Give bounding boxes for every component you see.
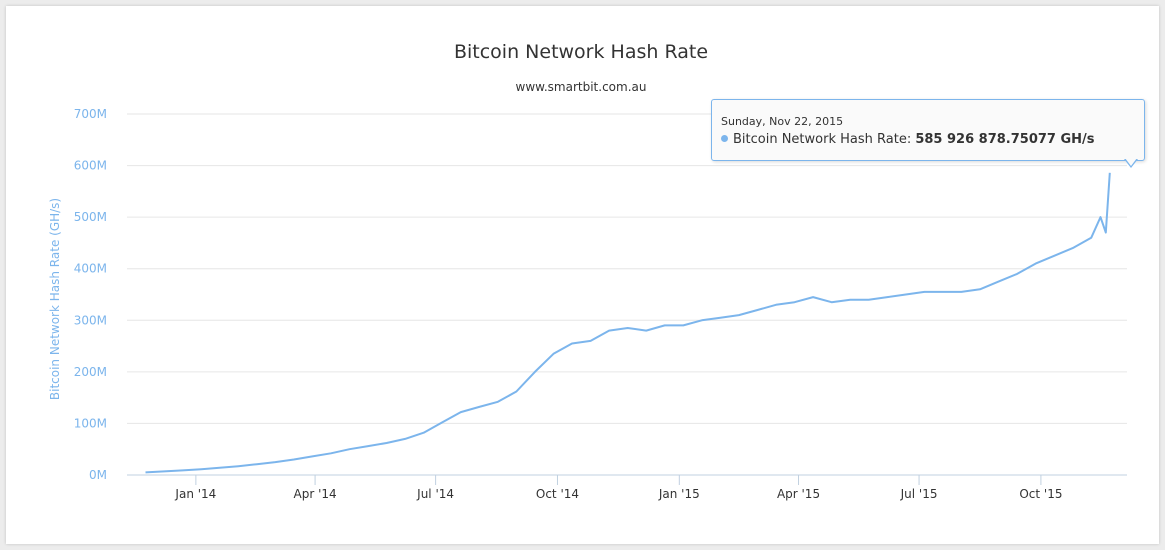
tooltip: Sunday, Nov 22, 2015 Bitcoin Network Has… xyxy=(711,99,1145,161)
y-axis-label: Bitcoin Network Hash Rate (GH/s) xyxy=(48,198,62,400)
x-tick-label: Oct '15 xyxy=(1019,487,1062,501)
x-tick-label: Apr '15 xyxy=(777,487,820,501)
hash-rate-chart: Bitcoin Network Hash Rate www.smartbit.c… xyxy=(48,41,1127,501)
series-marker-icon xyxy=(721,135,728,142)
chart-subtitle: www.smartbit.com.au xyxy=(516,80,647,94)
y-tick-label: 600M xyxy=(74,159,107,173)
y-tick-label: 300M xyxy=(74,313,107,327)
x-tick-label: Jan '15 xyxy=(658,487,700,501)
y-tick-label: 500M xyxy=(74,210,107,224)
tooltip-pointer xyxy=(1124,158,1138,168)
chart-title: Bitcoin Network Hash Rate xyxy=(454,41,708,63)
tooltip-row: Bitcoin Network Hash Rate: 585 926 878.7… xyxy=(721,132,1095,147)
y-axis-ticks: 0M 100M 200M 300M 400M 500M 600M 700M xyxy=(74,107,107,482)
x-tick-label: Jul '14 xyxy=(416,487,454,501)
y-tick-label: 200M xyxy=(74,365,107,379)
y-tick-label: 0M xyxy=(89,468,107,482)
x-tick-label: Jan '14 xyxy=(174,487,216,501)
hash-rate-series-line[interactable] xyxy=(145,172,1111,474)
chart-card: Bitcoin Network Hash Rate www.smartbit.c… xyxy=(6,6,1159,544)
tooltip-value: 585 926 878.75077 GH/s xyxy=(915,132,1095,147)
x-axis-ticks: Jan '14 Apr '14 Jul '14 Oct '14 Jan '15 Apr '… xyxy=(174,475,1062,501)
tooltip-date: Sunday, Nov 22, 2015 xyxy=(721,115,844,128)
y-tick-label: 400M xyxy=(74,262,107,276)
x-tick-label: Oct '14 xyxy=(536,487,579,501)
y-tick-label: 100M xyxy=(74,416,107,430)
tooltip-series-name: Bitcoin Network Hash Rate: xyxy=(733,132,912,147)
grid-lines xyxy=(127,113,1127,476)
x-tick-label: Apr '14 xyxy=(294,487,337,501)
x-tick-label: Jul '15 xyxy=(900,487,938,501)
y-tick-label: 700M xyxy=(74,107,107,121)
